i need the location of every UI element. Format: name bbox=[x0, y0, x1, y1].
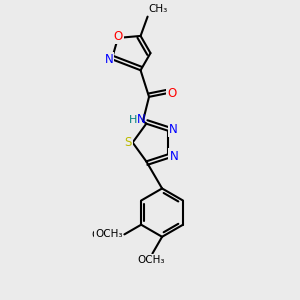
Text: OCH₃: OCH₃ bbox=[95, 230, 122, 239]
Text: N: N bbox=[104, 53, 113, 66]
Text: CH₃: CH₃ bbox=[92, 230, 111, 240]
Text: CH₃: CH₃ bbox=[149, 4, 168, 14]
Text: N: N bbox=[137, 113, 146, 126]
Text: OCH₃: OCH₃ bbox=[137, 255, 165, 265]
Text: O: O bbox=[113, 30, 122, 43]
Text: N: N bbox=[169, 150, 178, 163]
Text: O: O bbox=[167, 87, 177, 100]
Text: S: S bbox=[124, 136, 131, 149]
Text: H: H bbox=[129, 115, 137, 125]
Text: N: N bbox=[169, 123, 178, 136]
Text: O: O bbox=[113, 230, 122, 239]
